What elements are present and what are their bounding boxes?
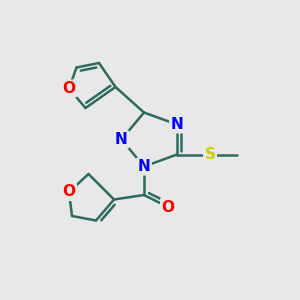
Text: S: S <box>205 147 215 162</box>
Text: O: O <box>62 184 76 200</box>
Text: N: N <box>115 132 128 147</box>
Text: O: O <box>62 81 76 96</box>
Text: N: N <box>138 159 150 174</box>
Text: O: O <box>161 200 175 214</box>
Text: N: N <box>171 117 183 132</box>
